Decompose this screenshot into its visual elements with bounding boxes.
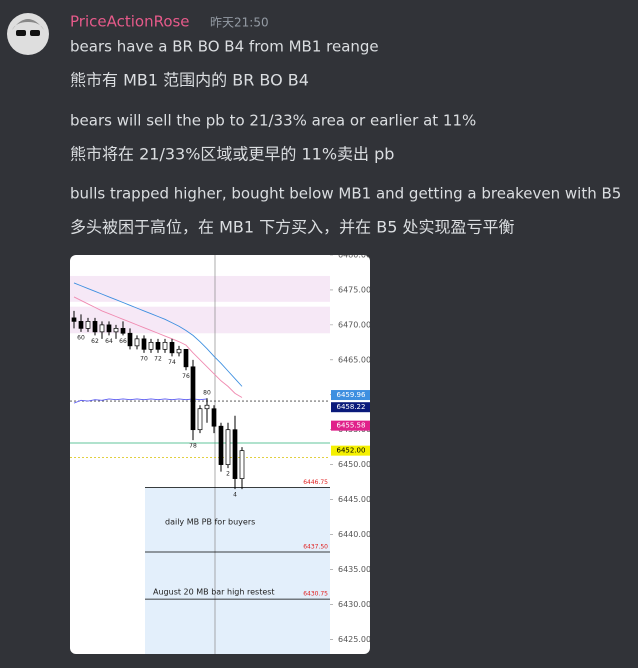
y-tick-label: 6440.00 <box>338 530 371 539</box>
price-tag-label: 6452.00 <box>337 447 366 455</box>
moving-average <box>73 282 243 387</box>
candle-body <box>232 429 238 479</box>
message-line: 熊市有 MB1 范围内的 BR BO B4 <box>70 71 309 90</box>
candle-body <box>218 425 224 465</box>
level-label: 6446.75 <box>303 479 328 486</box>
candle-body <box>134 338 140 347</box>
bar-label: 78 <box>189 443 197 450</box>
annotation: daily MB PB for buyers <box>165 518 255 527</box>
shaded-area <box>145 487 330 654</box>
candle-body <box>211 408 217 427</box>
bar-label: 64 <box>105 338 113 345</box>
y-tick-label: 6450.00 <box>338 460 371 469</box>
moving-average <box>73 398 208 404</box>
bar-label: 60 <box>77 334 85 341</box>
candle-body <box>127 332 133 347</box>
candle-body <box>113 328 119 333</box>
price-tag-label: 6455.58 <box>337 422 366 430</box>
candle-body <box>78 321 84 329</box>
candle-body <box>183 348 189 368</box>
bar-label: 72 <box>154 355 162 362</box>
candle-body <box>239 450 245 479</box>
y-tick-label: 6475.00 <box>338 285 371 294</box>
candle-body <box>155 341 161 350</box>
bar-label: 70 <box>140 355 148 362</box>
level-label: 6437.50 <box>303 543 328 550</box>
price-tag-label: 6458.22 <box>337 403 366 411</box>
message-line: bears have a BR BO B4 from MB1 reange <box>70 38 379 56</box>
bar-label: 4 <box>233 492 237 499</box>
price-tag <box>331 445 370 456</box>
candle-body <box>197 408 203 431</box>
candle-body <box>120 328 126 334</box>
bar-label: 80 <box>203 390 211 397</box>
level-label: 6430.75 <box>303 591 328 598</box>
candle-body <box>162 341 168 350</box>
bar-label: 62 <box>91 338 99 345</box>
candle-body <box>169 341 175 354</box>
price-tag-label: 6459.96 <box>337 391 366 399</box>
candle-body <box>141 338 147 350</box>
timestamp: 昨天21:50 <box>210 16 269 30</box>
candle-body <box>99 324 105 333</box>
avatar[interactable] <box>7 13 49 55</box>
y-tick-label: 6425.00 <box>338 635 371 644</box>
candle-body <box>71 317 77 322</box>
annotation: August 20 MB bar high restest <box>153 588 275 597</box>
message-line: 多头被困于高位，在 MB1 下方买入，并在 B5 处实现盈亏平衡 <box>70 218 514 237</box>
message-line: bears will sell the pb to 21/33% area or… <box>70 112 476 130</box>
candle-body <box>92 321 98 333</box>
chart-image[interactable]: 6480.006475.006470.006465.006460.006455.… <box>70 251 371 655</box>
bar-label: 2 <box>226 471 230 478</box>
candle-body <box>85 321 91 329</box>
candle-body <box>190 366 196 431</box>
y-tick-label: 6480.00 <box>338 251 371 260</box>
y-tick-label: 6445.00 <box>338 495 371 504</box>
candle-body <box>225 429 231 465</box>
candle-body <box>106 324 112 333</box>
zone <box>70 275 330 302</box>
message-line: 熊市将在 21/33%区域或更早的 11%卖出 pb <box>70 145 394 164</box>
candle-body <box>176 348 182 354</box>
moving-average <box>73 296 243 398</box>
message-line: bulls trapped higher, bought below MB1 a… <box>70 185 621 203</box>
candle-body <box>204 404 210 410</box>
bar-label: 76 <box>182 373 190 380</box>
candle-body <box>148 341 154 350</box>
y-tick-label: 6465.00 <box>338 355 371 364</box>
price-tag <box>331 390 370 401</box>
y-tick-label: 6435.00 <box>338 565 371 574</box>
price-tag <box>331 402 370 413</box>
author[interactable]: PriceActionRose <box>70 13 190 31</box>
zone <box>70 306 330 334</box>
y-tick-label: 6470.00 <box>338 320 371 329</box>
price-tag <box>331 420 370 431</box>
y-tick-label: 6430.00 <box>338 600 371 609</box>
bar-label: 74 <box>168 359 176 366</box>
bar-label: 66 <box>119 338 127 345</box>
